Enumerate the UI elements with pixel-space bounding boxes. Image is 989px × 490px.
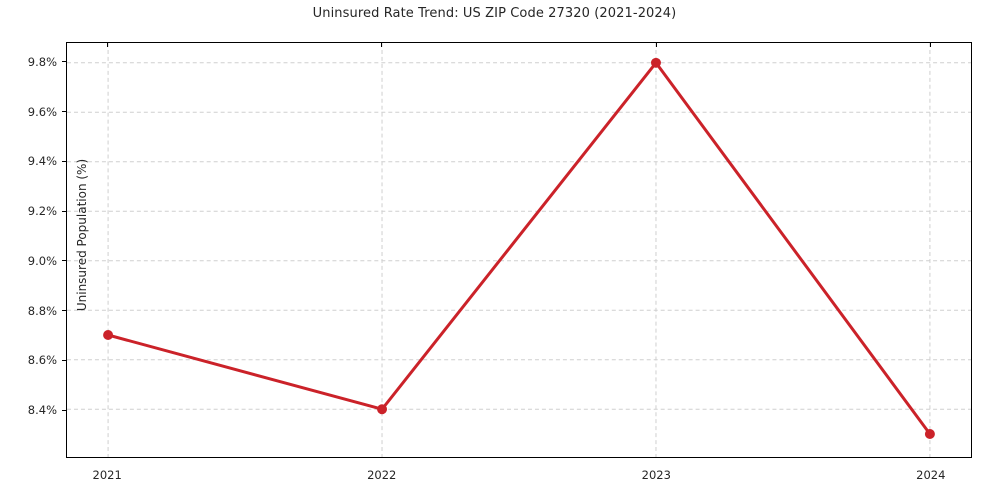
y-axis-label: Uninsured Population (%) bbox=[75, 158, 89, 312]
x-axis-tick-mark bbox=[930, 42, 932, 47]
x-axis-tick-mark bbox=[381, 42, 383, 47]
y-axis-tick-mark bbox=[61, 359, 66, 361]
x-axis-tick-label: 2024 bbox=[916, 468, 946, 482]
series-line bbox=[106, 61, 932, 436]
x-axis-tick-label: 2022 bbox=[367, 468, 397, 482]
data-point-marker: 2021: 8.7% bbox=[103, 330, 114, 340]
y-axis-tick-label: 8.8% bbox=[27, 303, 57, 318]
data-point-marker: 2022: 8.4% bbox=[377, 404, 388, 415]
y-axis-tick-label: 9.2% bbox=[27, 204, 57, 219]
y-axis-tick-label: 9.4% bbox=[27, 154, 57, 169]
y-axis-tick-label: 8.4% bbox=[27, 403, 57, 417]
x-axis-tick-mark bbox=[106, 42, 108, 47]
y-axis-tick-mark bbox=[61, 160, 66, 162]
y-axis-tick-label: 8.6% bbox=[27, 353, 57, 368]
y-axis-tick-label: 9.6% bbox=[27, 104, 57, 119]
y-axis-tick-mark bbox=[61, 260, 66, 262]
y-axis-tick-mark bbox=[61, 210, 66, 212]
data-point-marker: 2023: 9.8% bbox=[650, 57, 661, 68]
y-axis-tick-label: 9.8% bbox=[27, 54, 57, 69]
y-axis-tick-mark bbox=[61, 409, 66, 411]
y-axis-tick-mark bbox=[61, 310, 66, 312]
x-axis-tick-mark bbox=[655, 42, 657, 47]
data-point-marker: 2024: 8.3% bbox=[924, 429, 935, 439]
axis-ticks: Uninsured Population (%) 8.4% 8.6% 8.8% 9.0… bbox=[28, 42, 972, 482]
y-axis-tick-label: 9.0% bbox=[27, 253, 57, 268]
chart-title: Uninsured Rate Trend: US ZIP Code 27320 … bbox=[312, 6, 677, 21]
line-series-uninsured-rate: 2021: 8.7% 2022: 8.4% 2023: 9.8% 2024: 8.3% bbox=[103, 57, 935, 439]
gridlines bbox=[67, 43, 971, 457]
x-axis-tick-label: 2021 bbox=[92, 468, 122, 482]
x-axis-tick-label: 2023 bbox=[641, 468, 671, 482]
y-axis-tick-mark bbox=[61, 61, 66, 63]
y-axis-tick-mark bbox=[61, 111, 66, 113]
plot-area: 2021: 8.7% 2022: 8.4% 2023: 9.8% 2024: 8.3% bbox=[66, 42, 972, 458]
